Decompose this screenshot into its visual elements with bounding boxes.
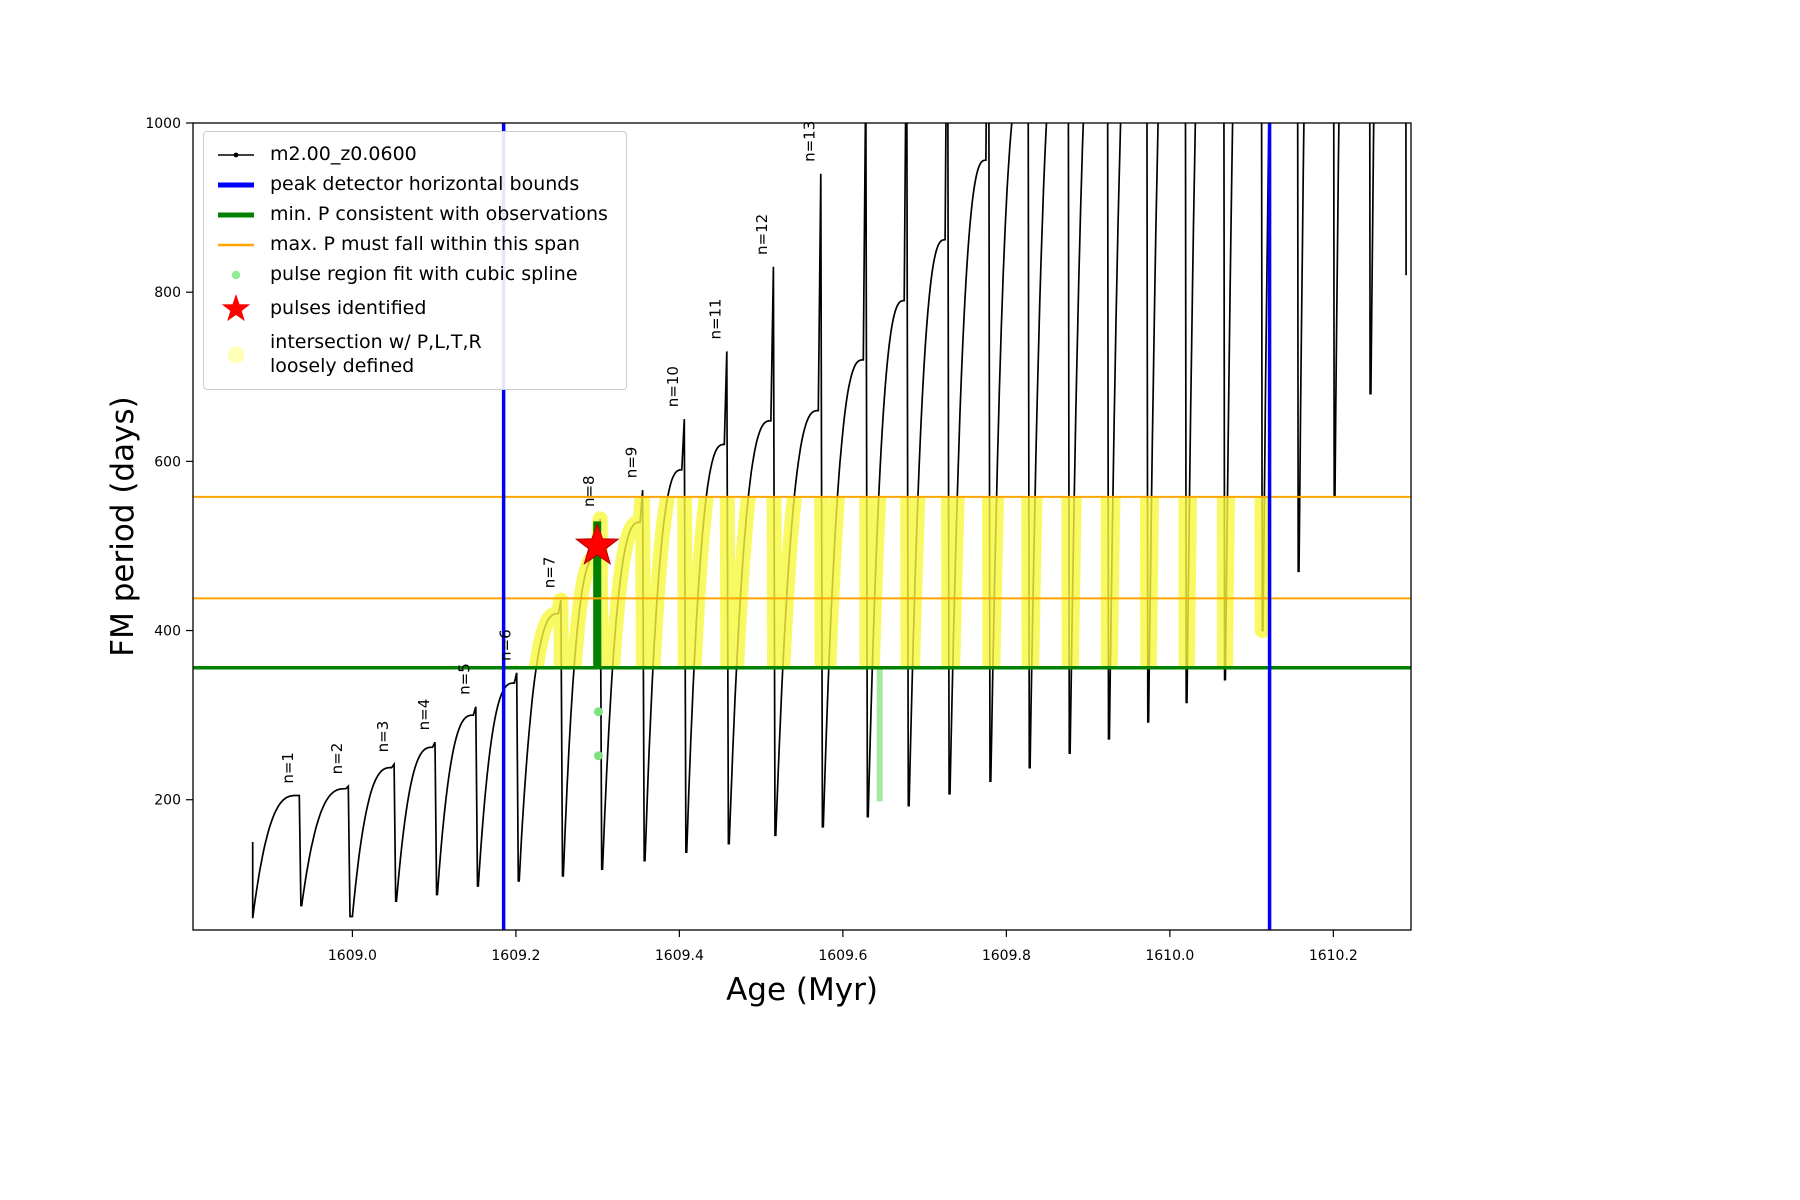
x-tick-label: 1609.4 — [655, 948, 704, 964]
pulse-number-label: n=4 — [415, 699, 433, 731]
y-tick-label: 600 — [154, 454, 181, 470]
y-tick-label: 400 — [154, 624, 181, 640]
x-tick-label: 1609.8 — [982, 948, 1031, 964]
spline-dot — [593, 707, 603, 717]
orange-line-icon — [214, 235, 258, 255]
y-tick-label: 800 — [154, 285, 181, 301]
pulse-number-label: n=1 — [279, 752, 297, 784]
spline-dot — [593, 751, 603, 761]
pulse-number-label: n=9 — [622, 447, 640, 479]
legend-label-series: m2.00_z0.0600 — [270, 142, 417, 165]
x-tick-label: 1610.0 — [1145, 948, 1194, 964]
x-tick-label: 1609.0 — [328, 948, 377, 964]
pulse-number-label: n=5 — [456, 663, 474, 695]
legend-item-min-p: min. P consistent with observations — [214, 202, 608, 227]
legend-label-intersection: intersection w/ P,L,T,R loosely defined — [270, 331, 482, 377]
legend: m2.00_z0.0600 peak detector horizontal b… — [203, 131, 627, 390]
pulse-star — [574, 522, 620, 565]
legend-item-peak-bounds: peak detector horizontal bounds — [214, 172, 608, 197]
pulse-number-label: n=8 — [580, 475, 598, 507]
pulse-number-label: n=3 — [374, 721, 392, 753]
x-axis-label: Age (Myr) — [726, 972, 878, 1008]
pulse-number-label: n=7 — [541, 557, 559, 589]
legend-label-peak-bounds: peak detector horizontal bounds — [270, 172, 580, 195]
pulse-number-label: n=2 — [328, 743, 346, 775]
legend-item-pulses: pulses identified — [214, 292, 608, 326]
x-tick-label: 1609.6 — [818, 948, 867, 964]
x-tick-label: 1610.2 — [1309, 948, 1358, 964]
y-tick-label: 1000 — [145, 116, 181, 132]
legend-label-min-p: min. P consistent with observations — [270, 202, 608, 225]
legend-item-spline: pulse region fit with cubic spline — [214, 262, 608, 287]
x-tick-label: 1609.2 — [491, 948, 540, 964]
y-tick-label: 200 — [154, 793, 181, 809]
legend-item-intersection: intersection w/ P,L,T,R loosely defined — [214, 331, 608, 379]
legend-label-max-p: max. P must fall within this span — [270, 232, 580, 255]
series-curve — [251, 123, 1407, 919]
light-green-dot-icon — [214, 265, 258, 285]
yellow-dot-icon — [214, 343, 258, 367]
pulse-number-label: n=10 — [664, 366, 682, 407]
pulse-number-label: n=6 — [497, 629, 515, 661]
legend-label-spline: pulse region fit with cubic spline — [270, 262, 578, 285]
legend-label-pulses: pulses identified — [270, 297, 427, 320]
plot-frame — [192, 122, 1412, 931]
green-line-icon — [214, 205, 258, 225]
red-star-icon — [214, 292, 258, 326]
pulse-number-label: n=13 — [801, 121, 819, 162]
series-line-icon — [214, 145, 258, 165]
pulse-number-label: n=11 — [707, 298, 725, 339]
pulse-number-label: n=12 — [753, 214, 771, 255]
blue-line-icon — [214, 175, 258, 195]
legend-item-series: m2.00_z0.0600 — [214, 142, 608, 167]
y-axis-label: FM period (days) — [105, 396, 141, 656]
legend-item-max-p: max. P must fall within this span — [214, 232, 608, 257]
